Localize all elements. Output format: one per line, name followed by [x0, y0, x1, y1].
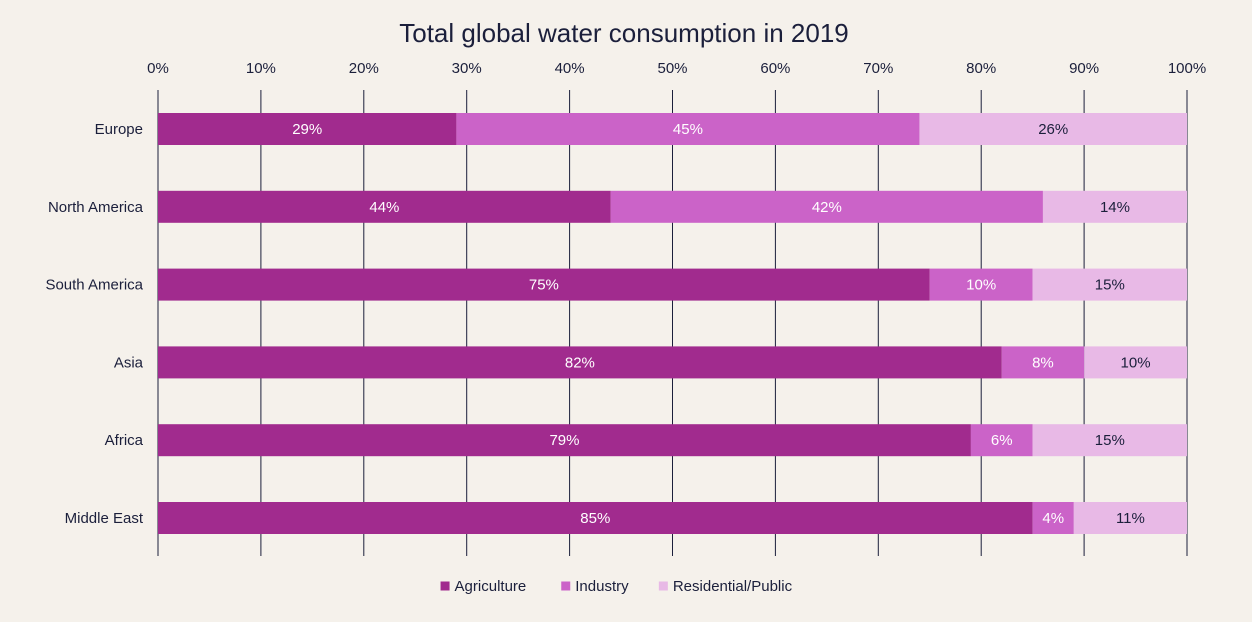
bar-segment — [158, 190, 611, 223]
data-label: 85% — [580, 510, 610, 527]
bar-segment — [1042, 190, 1187, 223]
data-label: 79% — [549, 432, 579, 449]
data-label: 10% — [1121, 354, 1151, 371]
legend-swatch — [440, 581, 450, 591]
bar-segment — [158, 113, 457, 145]
bar-segment — [1032, 502, 1074, 534]
x-tick-label: 30% — [452, 60, 482, 77]
bar-segment — [158, 424, 971, 457]
data-label: 29% — [292, 121, 322, 138]
bar-segment — [970, 424, 1033, 457]
category-label: South America — [45, 277, 143, 294]
x-tick-label: 0% — [147, 60, 169, 77]
data-label: 10% — [966, 277, 996, 294]
legend-swatch — [561, 581, 571, 591]
x-tick-label: 20% — [349, 60, 379, 77]
y-axis-categories: Europe North America South America Asia Afri… — [45, 121, 143, 527]
bar-segment — [1084, 346, 1187, 379]
data-label: 14% — [1100, 199, 1130, 216]
data-label: 42% — [812, 199, 842, 216]
category-label: Middle East — [65, 510, 144, 527]
data-label: 26% — [1038, 121, 1068, 138]
x-tick-label: 60% — [760, 60, 790, 77]
x-tick-label: 10% — [246, 60, 276, 77]
bar-segment — [1073, 502, 1187, 534]
data-label: 15% — [1095, 277, 1125, 294]
legend-swatch — [658, 581, 668, 591]
bars: 29% 45% 26% 44% 42% 14% 75% 10% 15% 82% 8% 10% 79% 6%… — [158, 113, 1187, 534]
data-label: 11% — [1116, 510, 1145, 527]
x-tick-label: 80% — [966, 60, 996, 77]
bar-segment — [158, 346, 1002, 379]
legend-label: Industry — [575, 578, 629, 595]
category-label: Asia — [114, 354, 144, 371]
data-label: 6% — [991, 432, 1013, 449]
legend: Agriculture Industry Residential/Public — [440, 578, 793, 595]
bar-segment — [158, 268, 930, 301]
x-tick-label: 90% — [1069, 60, 1099, 77]
x-tick-label: 100% — [1168, 60, 1206, 77]
data-label: 44% — [369, 199, 399, 216]
bar-segment — [158, 502, 1033, 534]
data-label: 15% — [1095, 432, 1125, 449]
data-label: 45% — [673, 121, 703, 138]
x-tick-label: 70% — [863, 60, 893, 77]
legend-label: Agriculture — [455, 578, 527, 595]
data-label: 75% — [529, 277, 559, 294]
data-label: 8% — [1032, 354, 1054, 371]
bar-segment — [1032, 268, 1187, 301]
bar-segment — [1001, 346, 1085, 379]
bar-segment — [929, 268, 1033, 301]
data-label: 4% — [1042, 510, 1064, 527]
chart-title: Total global water consumption in 2019 — [399, 18, 849, 48]
category-label: Europe — [95, 121, 143, 138]
category-label: Africa — [105, 432, 144, 449]
bar-segment — [919, 113, 1187, 145]
x-axis-ticks: 0% 10% 20% 30% 40% 50% 60% 70% 80% 90% 100% — [147, 60, 1206, 77]
bar-segment — [456, 113, 920, 145]
bar-segment — [1032, 424, 1187, 457]
data-label: 82% — [565, 354, 595, 371]
x-tick-label: 50% — [657, 60, 687, 77]
x-tick-label: 40% — [555, 60, 585, 77]
legend-label: Residential/Public — [673, 578, 793, 595]
category-label: North America — [48, 199, 144, 216]
gridlines — [157, 90, 1188, 556]
bar-segment — [610, 190, 1043, 223]
